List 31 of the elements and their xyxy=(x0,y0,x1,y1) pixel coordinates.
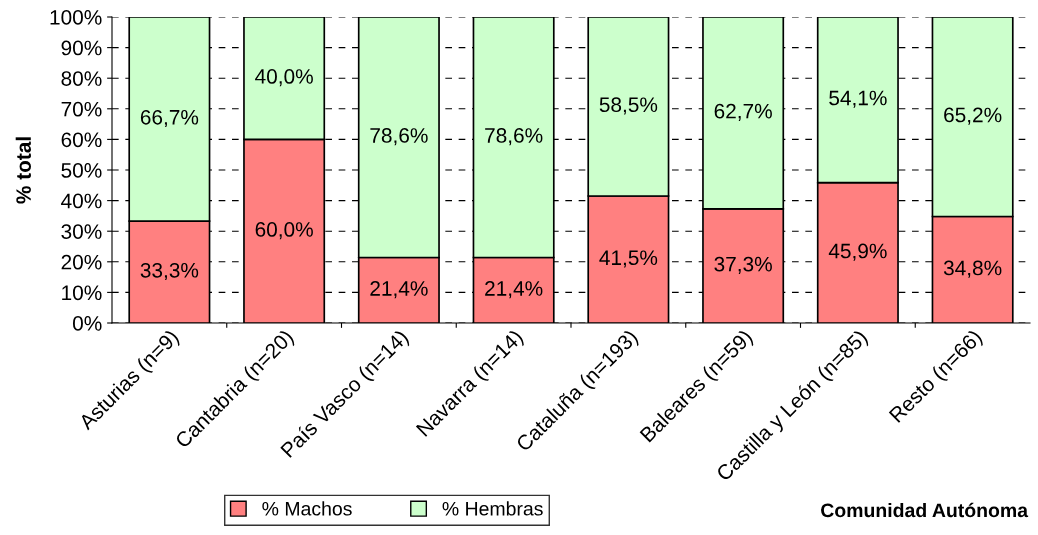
x-axis-title: Comunidad Autónoma xyxy=(821,502,1029,518)
data-label: 65,2% xyxy=(944,107,1002,125)
y-tick-label: 80% xyxy=(61,71,102,86)
y-tick-label: 10% xyxy=(62,285,102,301)
data-label: 60,0% xyxy=(255,222,313,240)
data-label: 37,3% xyxy=(714,256,772,274)
y-tick-label: 20% xyxy=(61,254,102,270)
data-label: 78,6% xyxy=(485,128,543,146)
data-label: 40,0% xyxy=(255,69,313,87)
y-tick-label: 40% xyxy=(61,193,102,209)
data-label: 62,7% xyxy=(714,103,772,121)
y-tick-label: 90% xyxy=(61,40,102,56)
y-tick-label: 100% xyxy=(50,10,102,25)
data-label: 54,1% xyxy=(829,90,887,108)
y-tick-label: 70% xyxy=(61,101,102,117)
data-label: 66,7% xyxy=(140,109,199,128)
y-tick-label: 30% xyxy=(61,224,102,239)
y-tick-label: 0% xyxy=(72,316,102,331)
data-label: 34,8% xyxy=(943,260,1002,278)
data-label: 21,4% xyxy=(370,281,428,299)
data-label: 41,5% xyxy=(599,250,658,268)
data-label: 78,6% xyxy=(370,128,428,146)
y-tick-label: 60% xyxy=(61,132,102,148)
y-tick-label: 50% xyxy=(61,163,102,178)
data-label: 33,3% xyxy=(140,262,199,281)
data-label: 58,5% xyxy=(599,97,658,115)
data-label: 21,4% xyxy=(485,281,543,299)
y-axis-title: % total xyxy=(15,137,31,204)
legend-label: % Machos xyxy=(262,501,352,516)
data-label: 45,9% xyxy=(828,243,887,261)
legend-label: % Hembras xyxy=(442,501,543,516)
